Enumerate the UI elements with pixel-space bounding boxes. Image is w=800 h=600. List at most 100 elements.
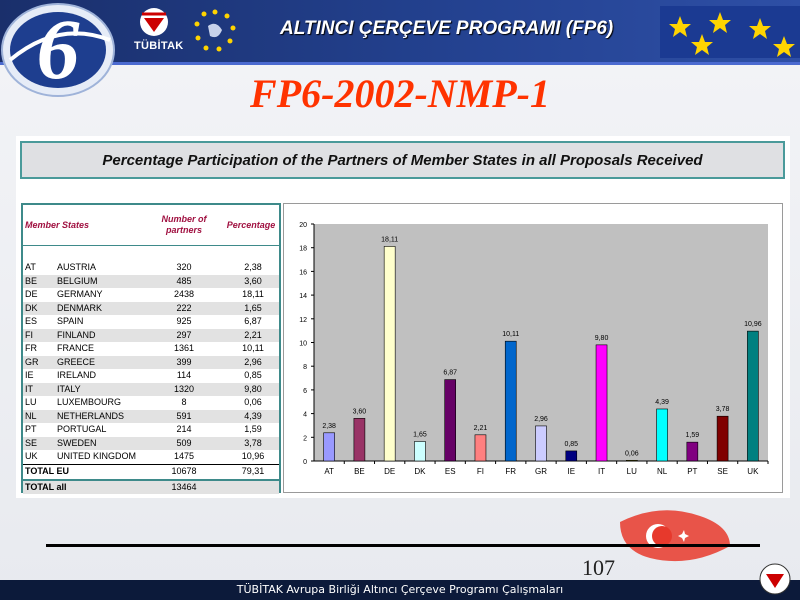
country-code: BE xyxy=(25,275,38,286)
country-code: DE xyxy=(25,289,38,299)
bar xyxy=(383,246,396,462)
country-code: IE xyxy=(25,370,34,380)
header-title: ALTINCI ÇERÇEVE PROGRAMI (FP6) xyxy=(280,18,614,39)
y-tick-label: 4 xyxy=(303,412,307,419)
x-tick-label: IE xyxy=(567,467,575,476)
partner-count: 925 xyxy=(176,316,192,326)
country-code: SE xyxy=(25,437,38,448)
data-label: 3,60 xyxy=(353,408,367,415)
y-tick-label: 6 xyxy=(303,388,307,395)
country-name: GERMANY xyxy=(57,289,103,299)
bar xyxy=(747,330,759,462)
percentage-value: 6,87 xyxy=(244,316,262,326)
partner-count: 1320 xyxy=(173,383,195,394)
total-all-partners: 13464 xyxy=(171,482,197,492)
table-row: IT ITALY 1320 9,80 xyxy=(23,382,279,396)
percentage-value: 2,96 xyxy=(244,356,262,367)
x-tick-label: AT xyxy=(324,467,334,476)
slide-title: FP6-2002-NMP-1 xyxy=(250,71,550,116)
partner-count: 2438 xyxy=(173,289,195,299)
percentage-value: 9,80 xyxy=(244,383,262,394)
percentage-value: 0,85 xyxy=(244,370,262,380)
bar xyxy=(414,441,426,462)
footer-bar xyxy=(0,580,800,600)
bar xyxy=(353,418,366,462)
total-all-label: TOTAL all xyxy=(25,482,67,492)
table-row: DK DENMARK 222 1,65 xyxy=(23,301,279,315)
data-label: 10,96 xyxy=(744,321,762,328)
country-code: UK xyxy=(25,451,38,461)
y-tick-label: 10 xyxy=(299,341,307,348)
percentage-value: 2,21 xyxy=(244,329,262,340)
country-name: FRANCE xyxy=(57,343,95,353)
total-eu-row: TOTAL EU 10678 79,31 xyxy=(23,464,279,478)
y-tick-label: 0 xyxy=(303,459,307,466)
y-tick-label: 16 xyxy=(299,269,307,276)
country-name: AUSTRIA xyxy=(57,262,97,272)
data-label: 18,11 xyxy=(381,236,398,243)
partner-count: 114 xyxy=(176,370,192,380)
country-code: FI xyxy=(25,329,33,340)
x-tick-label: IT xyxy=(598,467,605,476)
data-label: 1,65 xyxy=(413,431,427,438)
bar xyxy=(535,425,547,462)
bar xyxy=(595,344,608,462)
country-code: PT xyxy=(25,424,37,434)
header-number-of-partners: Number of partners xyxy=(161,214,207,235)
x-tick-label: SE xyxy=(717,467,728,476)
partner-count: 222 xyxy=(176,302,192,313)
country-code: IT xyxy=(25,383,33,394)
partner-count: 1475 xyxy=(173,451,195,461)
total-eu-label: TOTAL EU xyxy=(25,466,70,476)
data-label: 9,80 xyxy=(595,335,609,342)
y-tick-label: 8 xyxy=(303,364,307,371)
eu-stars-icon xyxy=(194,9,236,52)
country-name: ITALY xyxy=(57,383,81,394)
header-percentage: Percentage xyxy=(226,220,276,230)
x-tick-label: ES xyxy=(445,467,456,476)
table-row: SE SWEDEN 509 3,78 xyxy=(23,436,279,450)
tubitak-label: TÜBİTAK xyxy=(134,40,184,52)
percentage-value: 1,59 xyxy=(244,424,262,434)
bar xyxy=(625,459,638,462)
bar xyxy=(474,434,487,462)
country-name: PORTUGAL xyxy=(57,424,107,434)
y-tick-label: 18 xyxy=(299,246,307,253)
table-row: BE BELGIUM 485 3,60 xyxy=(23,274,279,288)
country-name: LUXEMBOURG xyxy=(57,397,122,407)
data-label: 1,59 xyxy=(686,432,700,439)
x-tick-label: UK xyxy=(747,467,759,476)
table-row: FR FRANCE 1361 10,11 xyxy=(23,342,279,355)
x-tick-label: DE xyxy=(384,467,395,476)
country-code: ES xyxy=(25,316,38,326)
data-label: 6,87 xyxy=(443,370,457,377)
table-row: GR GREECE 399 2,96 xyxy=(23,355,279,369)
bar-chart-frame: 0 2 4 6 8 10 12 14 16 18 20 2,38 AT 3,60 BE 18,11 DE 1,65… xyxy=(283,203,783,493)
percentage-value: 18,11 xyxy=(242,289,264,299)
percentage-value: 4,39 xyxy=(244,410,262,421)
percentage-value: 10,96 xyxy=(241,451,265,461)
page-number: 107 xyxy=(582,555,615,580)
partner-count: 591 xyxy=(176,410,192,421)
bar xyxy=(656,408,668,462)
country-name: SWEDEN xyxy=(57,437,97,448)
x-tick-label: PT xyxy=(687,467,697,476)
bar xyxy=(716,415,729,462)
country-name: UNITED KINGDOM xyxy=(57,451,137,461)
total-eu-percentage: 79,31 xyxy=(241,466,265,476)
x-tick-label: DK xyxy=(414,467,426,476)
percentage-value: 0,06 xyxy=(244,397,262,407)
eu-flag-icon xyxy=(660,6,800,58)
country-name: FINLAND xyxy=(57,329,96,340)
country-code: NL xyxy=(25,410,37,421)
x-tick-label: FR xyxy=(505,467,516,476)
header-member-states: Member States xyxy=(25,220,90,230)
bar xyxy=(444,379,456,462)
bar xyxy=(504,340,517,462)
percentage-value: 10,11 xyxy=(242,343,264,353)
x-tick-label: LU xyxy=(627,467,637,476)
country-code: DK xyxy=(25,302,38,313)
panel-title: Percentage Participation of the Partners… xyxy=(102,151,703,169)
country-name: BELGIUM xyxy=(57,275,98,286)
table-row: FI FINLAND 297 2,21 xyxy=(23,328,279,342)
